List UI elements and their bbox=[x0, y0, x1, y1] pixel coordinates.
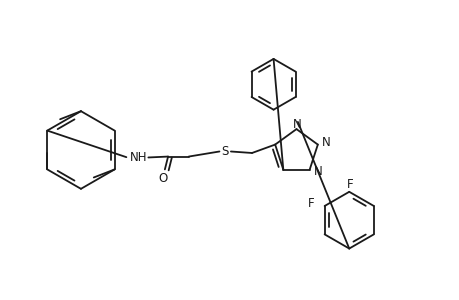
Text: O: O bbox=[157, 172, 167, 185]
Text: F: F bbox=[307, 196, 313, 209]
Text: NH: NH bbox=[129, 151, 147, 164]
Text: N: N bbox=[321, 136, 330, 149]
Text: N: N bbox=[313, 165, 322, 178]
Text: N: N bbox=[292, 118, 301, 131]
Text: F: F bbox=[347, 178, 353, 191]
Text: S: S bbox=[221, 145, 229, 158]
